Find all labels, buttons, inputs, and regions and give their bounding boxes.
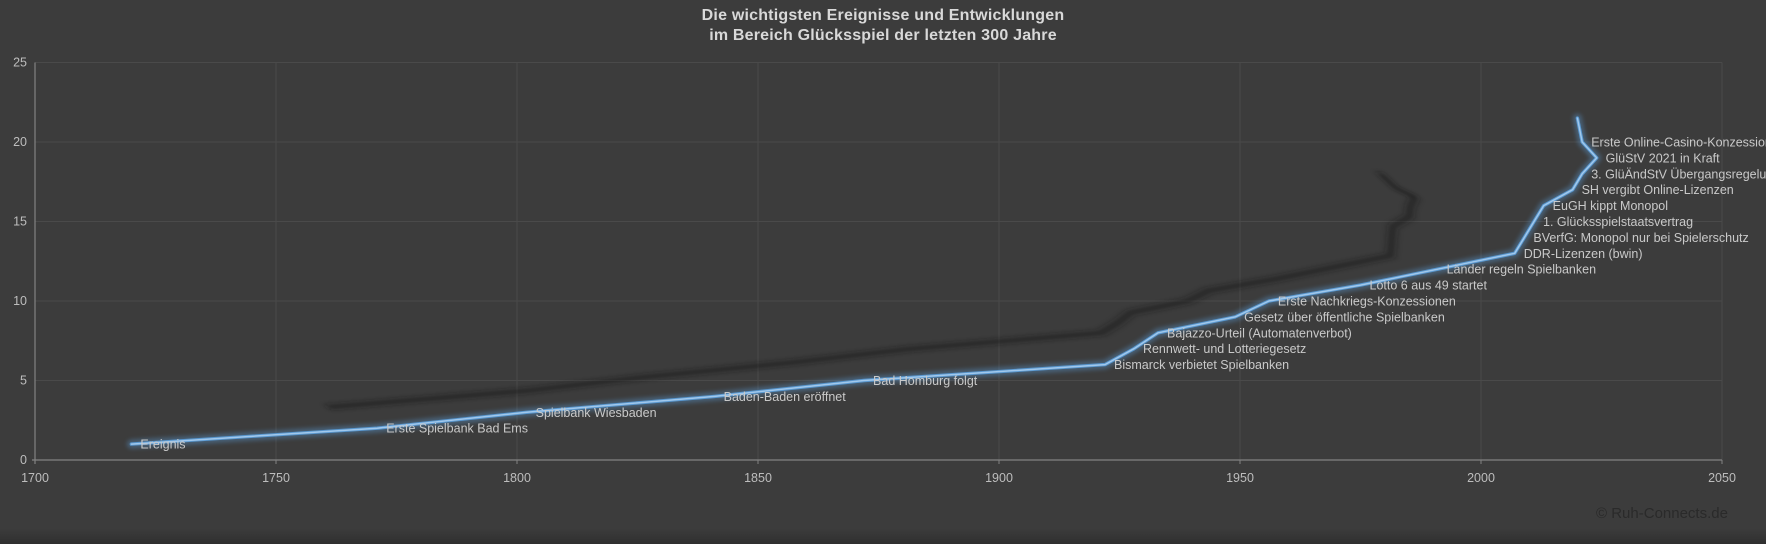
y-tick-label: 0 — [20, 453, 27, 467]
data-point-label: Gesetz über öffentliche Spielbanken — [1244, 310, 1445, 324]
data-point-label: Länder regeln Spielbanken — [1447, 263, 1596, 277]
y-tick-label: 10 — [13, 294, 27, 308]
data-point-label: Lotto 6 aus 49 startet — [1370, 279, 1488, 293]
x-tick-label: 2000 — [1467, 471, 1495, 485]
x-tick-label: 1750 — [262, 471, 290, 485]
data-point-label: Bismarck verbietet Spielbanken — [1114, 358, 1289, 372]
data-point-label: BVerfG: Monopol nur bei Spielerschutz — [1533, 231, 1748, 245]
series-line-core — [130, 117, 1598, 445]
y-tick-label: 25 — [13, 56, 27, 70]
x-tick-label: 1950 — [1226, 471, 1254, 485]
y-tick-label: 5 — [20, 374, 27, 388]
data-point-label: GlüStV 2021 in Kraft — [1606, 151, 1720, 165]
copyright-watermark: © Ruh-Connects.de — [1596, 505, 1728, 522]
x-tick-label: 1850 — [744, 471, 772, 485]
x-tick-label: 1700 — [21, 471, 49, 485]
data-point-label: Erste Spielbank Bad Ems — [386, 422, 528, 436]
data-point-label: Erste Nachkriegs-Konzessionen — [1278, 295, 1456, 309]
data-point-label: Rennwett- und Lotteriegesetz — [1143, 342, 1306, 356]
data-point-label: DDR-Lizenzen (bwin) — [1524, 247, 1643, 261]
data-point-label: SH vergibt Online-Lizenzen — [1582, 183, 1734, 197]
x-tick-label: 1800 — [503, 471, 531, 485]
chart-title: Die wichtigsten Ereignisse und Entwicklu… — [0, 6, 1766, 46]
data-point-label: EuGH kippt Monopol — [1553, 199, 1668, 213]
data-point-label: 3. GlüÄndStV Übergangsregelung — [1591, 167, 1766, 181]
data-point-label: Bad Homburg folgt — [873, 374, 978, 388]
data-point-label: Baden-Baden eröffnet — [724, 390, 847, 404]
data-point-label: 1. Glücksspielstaatsvertrag — [1543, 215, 1693, 229]
y-tick-label: 20 — [13, 135, 27, 149]
data-point-label: Bajazzo-Urteil (Automatenverbot) — [1167, 326, 1352, 340]
x-tick-label: 2050 — [1708, 471, 1736, 485]
data-point-label: Erste Online-Casino-Konzessionen — [1591, 136, 1766, 150]
y-tick-label: 15 — [13, 215, 27, 229]
data-point-label: Ereignis — [140, 438, 185, 452]
series-line-shadow — [326, 171, 1419, 410]
chart-title-line1: Die wichtigsten Ereignisse und Entwicklu… — [701, 7, 1065, 24]
x-tick-label: 1900 — [985, 471, 1013, 485]
data-point-label: Spielbank Wiesbaden — [536, 406, 657, 420]
chart-title-line2: im Bereich Glücksspiel der letzten 300 J… — [709, 27, 1057, 44]
